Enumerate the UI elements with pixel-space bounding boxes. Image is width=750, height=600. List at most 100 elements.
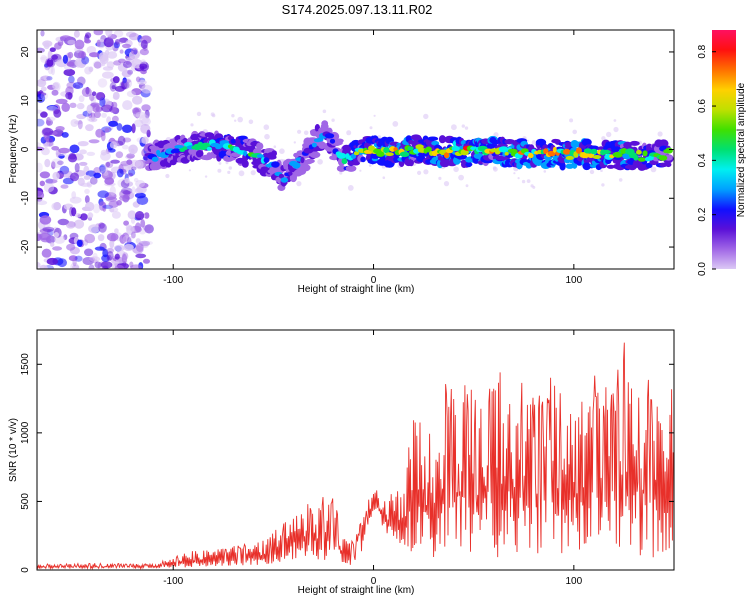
noise-blob xyxy=(68,255,78,262)
faint-point xyxy=(601,136,606,141)
band-blob xyxy=(360,156,366,163)
noise-blob xyxy=(93,172,102,179)
noise-blob xyxy=(88,117,98,123)
noise-blob xyxy=(132,95,143,105)
noise-blob xyxy=(41,248,52,258)
noise-blob xyxy=(109,239,115,249)
noise-blob xyxy=(124,177,130,184)
band-core xyxy=(329,138,336,144)
noise-blob xyxy=(71,191,77,199)
band-core xyxy=(201,142,211,147)
band-blob xyxy=(559,161,566,171)
spectrogram-x-tick-label: 0 xyxy=(371,275,377,286)
faint-point xyxy=(657,131,663,137)
band-blob xyxy=(334,138,344,143)
noise-blob xyxy=(59,35,72,41)
noise-blob xyxy=(100,261,113,269)
noise-blob xyxy=(135,211,145,221)
band-blob xyxy=(606,164,615,169)
noise-blob xyxy=(98,201,106,211)
faint-point xyxy=(493,132,499,138)
noise-blob xyxy=(65,221,76,229)
noise-blob xyxy=(114,264,125,269)
noise-blob xyxy=(47,64,54,75)
faint-point xyxy=(392,121,399,127)
noise-blob xyxy=(89,256,101,262)
noise-blob xyxy=(53,232,60,238)
band-core xyxy=(528,152,534,159)
noise-blob xyxy=(104,177,115,185)
noise-blob xyxy=(140,123,151,134)
noise-blob xyxy=(140,39,148,50)
noise-blob xyxy=(134,119,144,128)
faint-point xyxy=(382,176,386,179)
noise-blob xyxy=(84,188,90,194)
faint-point xyxy=(569,118,574,123)
noise-blob xyxy=(119,80,130,90)
band-core xyxy=(243,150,248,157)
noise-blob xyxy=(76,239,83,247)
noise-blob xyxy=(84,233,96,244)
noise-blob xyxy=(78,161,88,166)
faint-point xyxy=(464,126,469,130)
noise-blob xyxy=(52,171,60,181)
noise-blob xyxy=(121,70,132,78)
noise-blob xyxy=(134,222,142,233)
noise-blob xyxy=(92,203,101,214)
faint-point xyxy=(303,130,309,136)
noise-blob xyxy=(143,258,150,264)
band-core xyxy=(443,152,450,159)
noise-blob xyxy=(77,76,86,86)
band-core xyxy=(665,147,673,154)
noise-blob xyxy=(37,118,45,127)
band-core xyxy=(633,154,639,161)
noise-blob xyxy=(39,228,51,234)
band-core xyxy=(587,153,595,158)
noise-blob xyxy=(69,206,74,217)
faint-point xyxy=(601,183,605,187)
noise-blob xyxy=(51,161,56,170)
band-core xyxy=(300,156,305,164)
noise-blob xyxy=(52,129,64,137)
noise-blob xyxy=(134,187,143,194)
band-blob xyxy=(408,158,415,167)
noise-blob xyxy=(95,106,103,112)
noise-blob xyxy=(100,151,111,161)
noise-blob xyxy=(74,162,80,173)
faint-point xyxy=(589,169,595,175)
faint-point xyxy=(196,111,202,117)
band-core xyxy=(498,146,509,153)
faint-point xyxy=(248,119,254,125)
noise-blob xyxy=(97,234,105,242)
noise-blob xyxy=(40,30,45,37)
noise-blob xyxy=(116,123,123,131)
faint-point xyxy=(339,171,343,175)
noise-blob xyxy=(86,151,96,156)
noise-blob xyxy=(93,167,101,175)
noise-blob xyxy=(44,158,51,168)
noise-blob xyxy=(40,75,51,82)
noise-blob xyxy=(87,212,94,219)
band-core xyxy=(336,152,347,159)
noise-blob xyxy=(111,101,118,109)
snr-x-tick-label: 100 xyxy=(565,576,582,587)
noise-blob xyxy=(135,243,144,252)
noise-blob xyxy=(115,151,124,159)
noise-blob xyxy=(128,144,138,155)
noise-blob xyxy=(86,104,93,114)
band-blob xyxy=(465,162,473,167)
band-blob xyxy=(256,142,264,150)
band-core xyxy=(583,148,593,154)
faint-point xyxy=(238,170,245,177)
snr-series-line xyxy=(37,342,674,570)
noise-blob xyxy=(112,76,120,84)
noise-blob xyxy=(40,111,48,118)
faint-point xyxy=(531,140,537,145)
noise-blob xyxy=(117,135,126,146)
noise-blob xyxy=(37,233,42,242)
faint-point xyxy=(250,170,256,176)
band-core xyxy=(350,153,357,159)
noise-blob xyxy=(99,97,106,107)
band-blob xyxy=(629,140,640,146)
